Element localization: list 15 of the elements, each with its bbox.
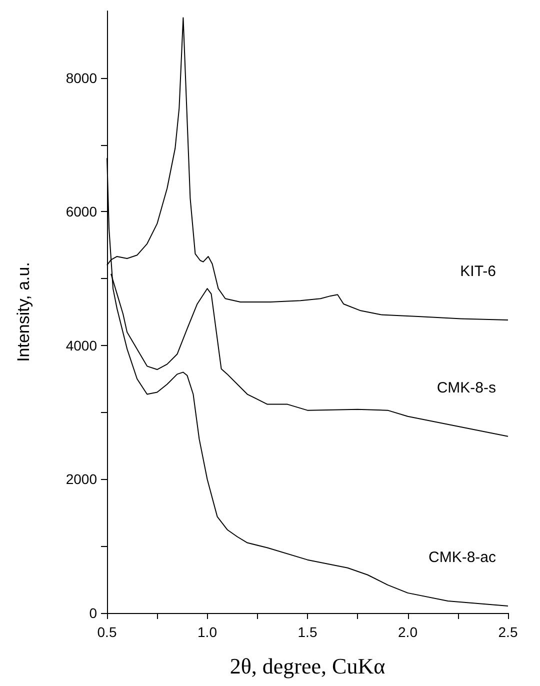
series-label: CMK-8-s xyxy=(436,379,496,396)
y-tick-label: 2000 xyxy=(66,471,98,488)
y-tick-label: 0 xyxy=(89,605,98,621)
x-axis-title: 2θ, degree, CuKα xyxy=(230,654,386,678)
y-axis-title: Intensity, a.u. xyxy=(14,262,33,362)
x-tick-label: 2.0 xyxy=(398,624,418,640)
x-tick-label: 1.0 xyxy=(198,624,218,640)
x-tick-label: 2.5 xyxy=(498,624,518,640)
text: KIT-6 xyxy=(460,263,496,280)
text: CMK-8-ac xyxy=(428,548,496,566)
y-tick-label: 4000 xyxy=(66,337,98,354)
y-tick-label: 8000 xyxy=(66,70,98,86)
x-tick-label: 1.5 xyxy=(298,624,318,640)
y-tick-label: 6000 xyxy=(66,204,98,220)
x-tick-label: 0.5 xyxy=(97,624,117,640)
